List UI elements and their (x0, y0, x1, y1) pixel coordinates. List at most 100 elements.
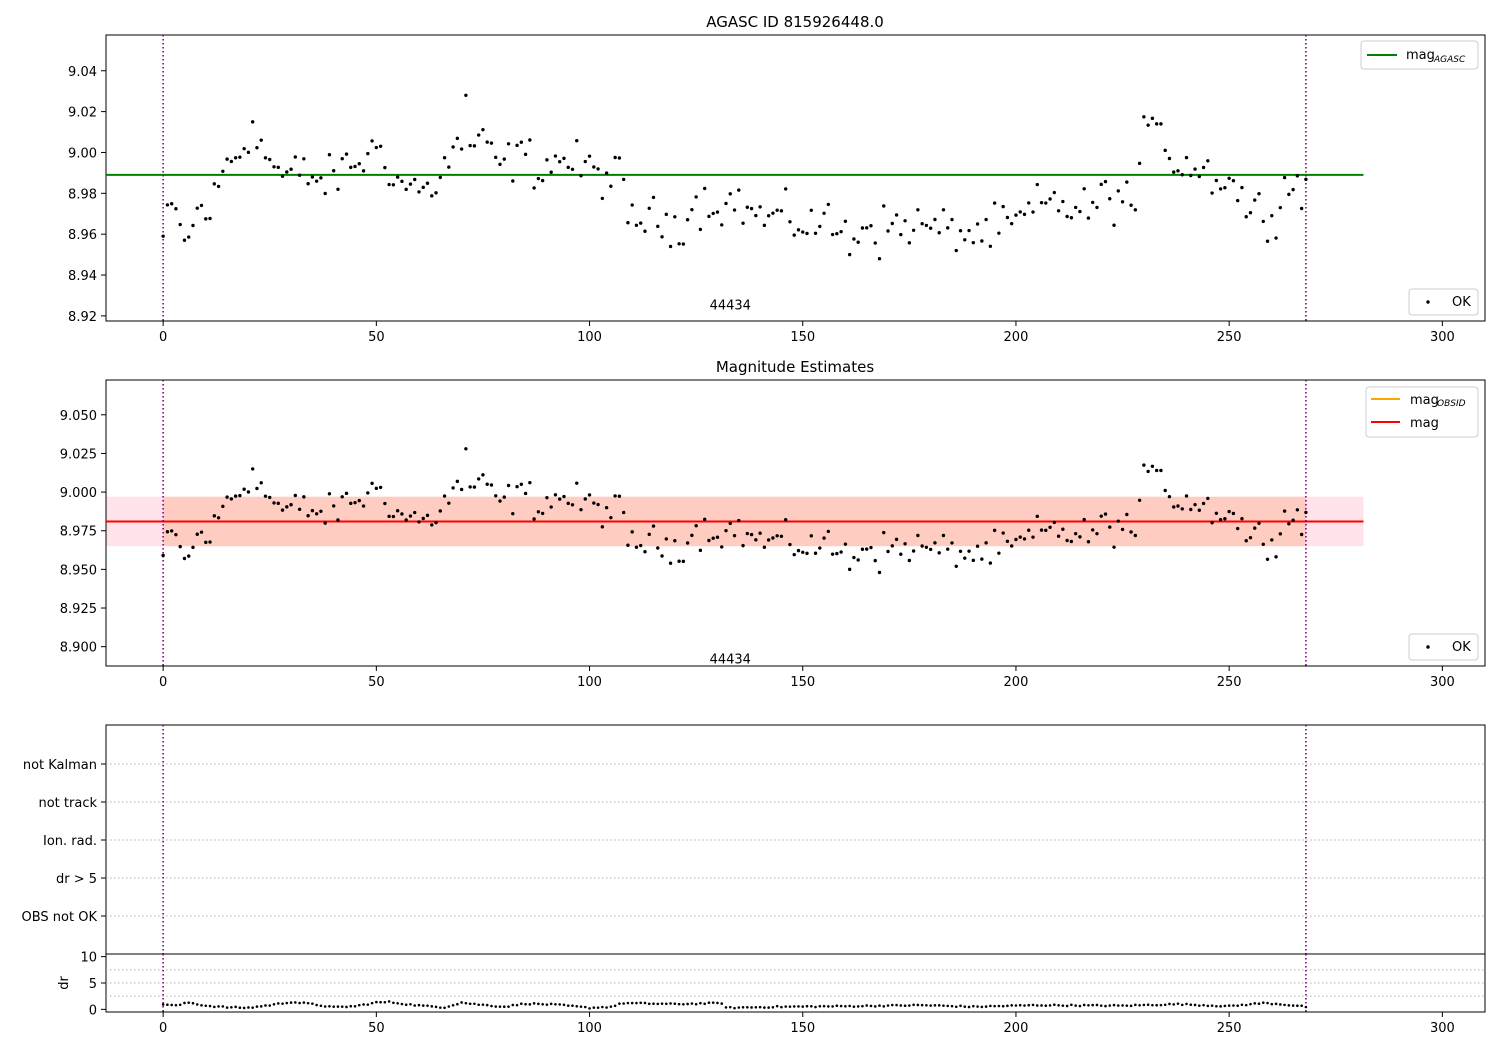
mid-mag-point (1193, 502, 1197, 507)
top-mag-point (1044, 201, 1048, 205)
mid-mag-point (566, 501, 570, 506)
mid-mag-point (702, 517, 707, 522)
mid-mag-point (877, 570, 882, 575)
dr-point (771, 1005, 775, 1009)
dr-point (1078, 1004, 1082, 1008)
mid-ytick-label: 9.025 (60, 447, 97, 462)
dr-point (1232, 1004, 1235, 1007)
mid-mag-point (421, 516, 425, 521)
mid-mag-point (515, 484, 519, 489)
dr-point (537, 1002, 540, 1006)
flags-panel: not Kalman not track Ion. rad. dr > 5 OBS no… (22, 724, 1486, 955)
dr-point (1240, 1003, 1244, 1007)
top-mag-point (195, 206, 199, 210)
mid-mag-point (1154, 468, 1159, 473)
mid-mag-point (749, 532, 754, 537)
mid-mag-point (1133, 533, 1138, 538)
dr-point (946, 1004, 950, 1008)
top-mag-point (792, 233, 796, 237)
top-ytick-label: 9.04 (68, 65, 97, 80)
top-mag-point (583, 159, 587, 164)
top-mag-point (425, 181, 430, 185)
top-mag-point (263, 156, 268, 160)
mid-mag-point (1304, 510, 1308, 515)
mid-mag-point (724, 528, 728, 533)
dr-point (788, 1005, 792, 1008)
dr-point (758, 1005, 762, 1009)
mid-mag-point (899, 552, 903, 556)
mid-mag-point (366, 491, 370, 495)
dr-point (208, 1004, 212, 1008)
mid-mag-point (1039, 528, 1044, 532)
dr-point (1215, 1004, 1218, 1008)
mid-mag-point (604, 505, 609, 510)
top-mag-point (886, 229, 890, 233)
dr-point (1185, 1002, 1188, 1006)
dr-point (1040, 1004, 1043, 1007)
mid-mag-point (886, 549, 890, 554)
top-mag-point (937, 231, 941, 235)
top-mag-point (306, 182, 310, 186)
dr-point (166, 1003, 169, 1007)
dr-point (1155, 1003, 1158, 1007)
mid-mag-point (246, 490, 251, 494)
top-legend-agasc-sub: AGASC (1433, 55, 1466, 65)
dr-point (1053, 1003, 1056, 1007)
dr-point (972, 1004, 975, 1008)
dr-point (1125, 1004, 1129, 1007)
top-mag-point (485, 140, 489, 144)
top-mag-point (604, 171, 609, 175)
mid-mag-point (715, 535, 720, 539)
top-mag-point (545, 158, 549, 162)
dr-point (362, 1003, 365, 1006)
dr-xtick-label: 150 (790, 1021, 815, 1036)
mid-mag-point (1244, 539, 1248, 543)
dr-point (191, 1001, 195, 1005)
mid-mag-point (442, 494, 447, 498)
dr-point (839, 1004, 843, 1008)
top-mag-point (297, 173, 302, 177)
dr-point (929, 1004, 932, 1007)
top-mag-point (259, 138, 263, 142)
top-ytick-label: 8.98 (68, 187, 97, 202)
dr-point (255, 1005, 259, 1008)
mid-mag-point (1159, 468, 1163, 473)
dr-point (1014, 1004, 1018, 1007)
top-mag-point (387, 182, 391, 187)
mid-mag-point (967, 549, 971, 553)
mid-mag-point (459, 487, 464, 492)
mid-mag-point (1129, 530, 1133, 534)
mid-mag-point (1227, 509, 1231, 514)
top-mag-point (370, 139, 374, 143)
top-mag-point (1082, 187, 1086, 191)
top-mag-point (246, 150, 251, 155)
dr-point (1095, 1003, 1099, 1007)
top-mag-point (907, 241, 912, 245)
mid-mag-point (1270, 538, 1274, 542)
top-mag-point (199, 203, 204, 208)
mid-mag-point (1218, 517, 1223, 522)
top-mag-point (289, 167, 293, 171)
mid-mag-point (609, 515, 613, 520)
dr-point (447, 1005, 451, 1008)
mid-mag-point (852, 555, 856, 560)
mid-mag-point (992, 528, 997, 533)
mid-mag-point (630, 530, 634, 534)
dr-point (204, 1004, 208, 1008)
top-mag-point (1065, 214, 1069, 219)
dr-point (375, 1000, 378, 1004)
mid-mag-point (745, 531, 750, 536)
dr-point (383, 1000, 387, 1004)
mid-mag-point (404, 518, 408, 522)
mid-mag-point (1295, 508, 1300, 512)
dr-point (737, 1006, 741, 1009)
top-mag-point (1116, 189, 1120, 193)
mid-mag-point (182, 556, 187, 561)
dr-point (724, 1006, 728, 1009)
flag-category-label: dr > 5 (56, 872, 97, 887)
flag-category-label: not track (38, 796, 97, 811)
top-mag-point (587, 154, 592, 158)
top-mag-point (1112, 223, 1116, 227)
mid-mag-point (830, 552, 835, 556)
top-mag-point (229, 159, 234, 164)
